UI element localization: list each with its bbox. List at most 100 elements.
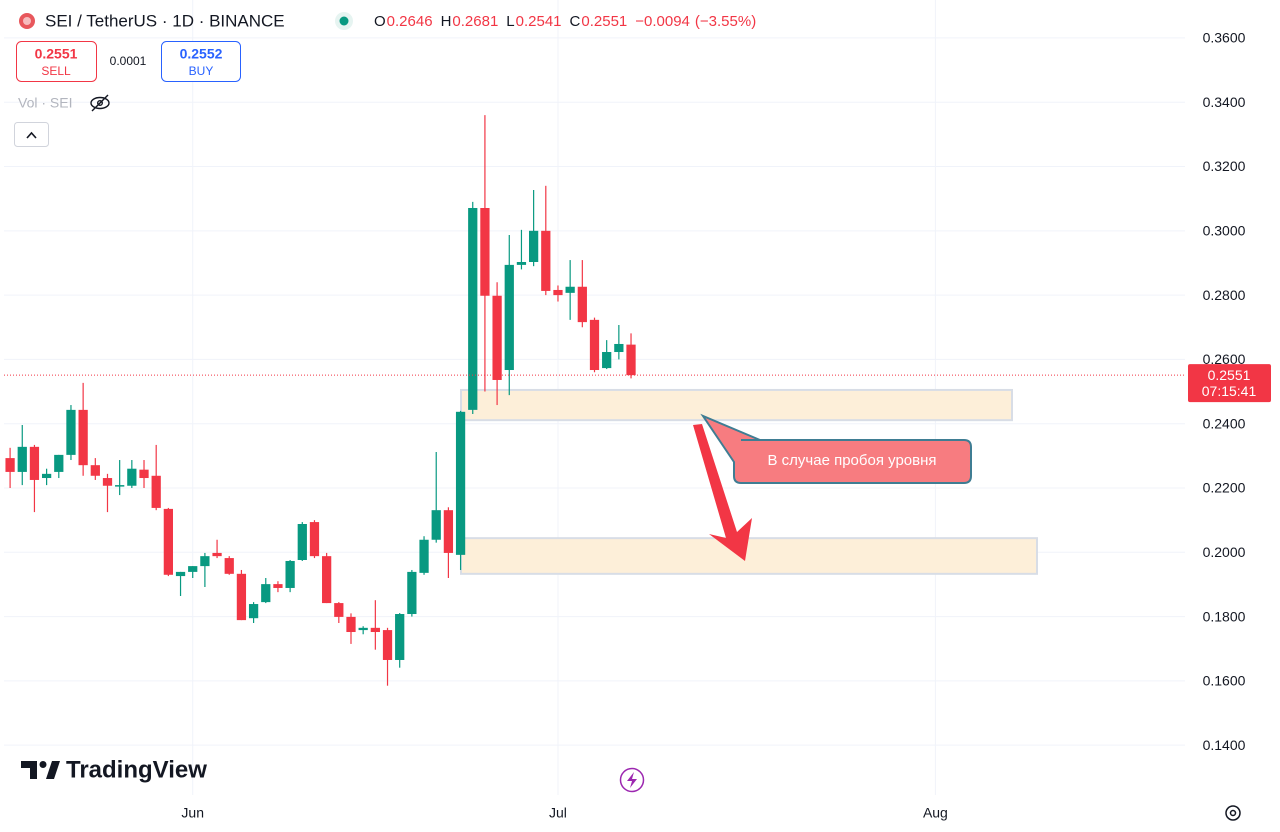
price-zone — [460, 388, 1013, 422]
candle-body — [309, 522, 320, 557]
y-tick-label: 0.1400 — [1203, 737, 1246, 753]
candle-body — [553, 289, 563, 296]
candle-body — [236, 573, 247, 621]
title: SEI / TetherUS · 1D · BINANCE — [45, 11, 285, 30]
ohlc-letter: C — [570, 13, 581, 30]
x-tick-label: Aug — [923, 805, 948, 821]
change: −0.0094 — [635, 13, 690, 30]
ohlc-letter: L — [506, 13, 514, 30]
x-tick-label: Jul — [549, 805, 567, 821]
sell-price: 0.2551 — [35, 46, 78, 62]
x-tick-label: Jun — [181, 805, 204, 821]
overlay: В случае пробоя уровня — [4, 374, 1185, 561]
brand-logo — [21, 761, 60, 779]
candle-body — [224, 558, 234, 574]
volume-label: Vol · SEI — [18, 95, 72, 111]
candle-body — [127, 468, 137, 486]
candle-body — [541, 230, 551, 291]
axes: 0.1400 0.1600 0.1800 0.2000 0.2200 0.2400 0.26… — [181, 30, 1271, 821]
candle-body — [297, 523, 307, 561]
settings-center — [1229, 809, 1237, 817]
candle-body — [382, 630, 393, 660]
candle-body — [139, 469, 149, 479]
price-tag-countdown: 07:15:41 — [1202, 383, 1257, 399]
candle-body — [90, 465, 100, 476]
candle-body — [163, 508, 173, 575]
candle-body — [370, 627, 380, 633]
callout — [700, 413, 972, 484]
sell-label: SELL — [41, 64, 71, 78]
change-percent: (−3.55%) — [695, 13, 756, 30]
y-tick-label: 0.1800 — [1203, 608, 1246, 624]
candle-body — [5, 458, 15, 472]
candle-body — [419, 539, 429, 573]
eye — [90, 96, 110, 110]
bolt — [627, 772, 637, 788]
candle-body — [175, 571, 186, 577]
ohlc-letter: O — [374, 13, 386, 30]
candle-body — [480, 207, 490, 296]
price-tag-value: 0.2551 — [1208, 367, 1251, 383]
caret — [26, 131, 37, 139]
candle-body — [29, 446, 40, 480]
price-tag — [1188, 364, 1271, 403]
y-tick-label: 0.2000 — [1203, 544, 1246, 560]
ohlc-letter: H — [441, 13, 452, 30]
candle-body — [504, 264, 514, 371]
candle-body — [528, 230, 539, 262]
collapse-button[interactable] — [14, 122, 49, 147]
candle-body — [66, 409, 76, 455]
y-tick-label: 0.3600 — [1203, 30, 1246, 46]
eye-pupil — [96, 99, 103, 106]
y-tick-label: 0.3000 — [1203, 223, 1246, 239]
candle-body — [492, 295, 502, 380]
buy-button[interactable] — [161, 41, 241, 82]
candle-body — [248, 604, 259, 619]
eye-slash — [91, 94, 109, 112]
candle-body — [285, 560, 295, 588]
annotation: В случае пробоя уровня — [767, 452, 936, 469]
candle-body — [115, 485, 125, 487]
y-tick-label: 0.3200 — [1203, 158, 1246, 174]
ohlc-value: 0.2681 — [452, 13, 498, 30]
candle-body — [273, 584, 283, 588]
candle-body — [41, 473, 52, 479]
candle-body — [334, 603, 344, 617]
ohlc-value: 0.2646 — [387, 13, 433, 30]
arrow — [693, 424, 752, 561]
brand: TradingView — [66, 756, 207, 783]
settings-icon[interactable] — [1225, 805, 1241, 821]
hide-icon[interactable] — [90, 94, 110, 112]
logo-dot — [39, 761, 47, 768]
candle-body — [468, 207, 478, 410]
candle-body — [626, 344, 636, 376]
candle-body — [78, 409, 88, 466]
y-tick-label: 0.2800 — [1203, 287, 1246, 303]
candle-body — [431, 510, 441, 540]
candle-body — [516, 261, 527, 265]
y-tick-label: 0.2200 — [1203, 480, 1246, 496]
buy-price: 0.2552 — [180, 46, 223, 62]
candle-body — [614, 343, 624, 353]
candle-body — [358, 627, 368, 631]
candle-body — [212, 552, 222, 557]
symbol-icon-inner — [23, 17, 31, 25]
candle-body — [200, 556, 210, 567]
y-tick-label: 0.2600 — [1203, 351, 1246, 367]
candle-body — [395, 614, 405, 660]
candles — [5, 115, 636, 686]
logo-shape — [21, 761, 37, 779]
candle-body — [565, 286, 575, 293]
logo-slash — [46, 761, 60, 779]
candle-body — [602, 352, 612, 369]
zones — [460, 388, 1038, 575]
price-zone — [460, 537, 1038, 575]
candle-body — [346, 616, 356, 633]
candle-body — [54, 454, 64, 472]
candle-body — [151, 475, 161, 508]
sell-button[interactable] — [16, 41, 97, 82]
ohlc-value: 0.2541 — [516, 13, 562, 30]
spread: 0.0001 — [110, 54, 147, 68]
